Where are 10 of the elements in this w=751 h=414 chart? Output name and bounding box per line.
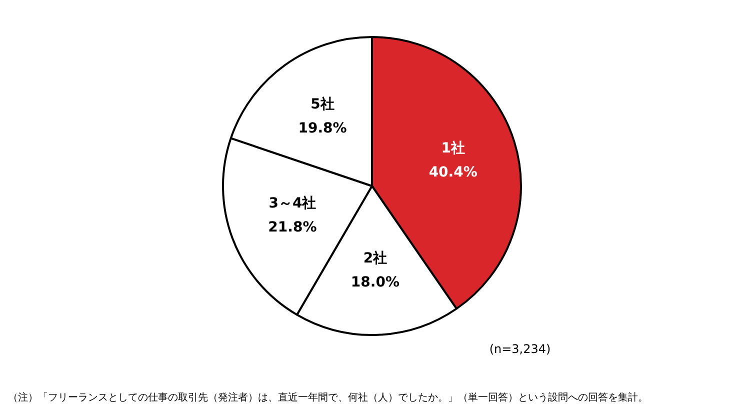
data-label: 19.8% xyxy=(298,120,347,137)
data-label: 40.4% xyxy=(428,164,478,180)
slice-label: 3～4社 xyxy=(268,195,316,212)
data-label: 18.0% xyxy=(350,274,400,291)
slice-label: 5社 xyxy=(310,96,334,113)
text: （注）「フリーランスとしての仕事の取引先（発注者）は、直近一年間で、何社（人）でしたか。」（単一回答）という設問への回答を集計。 xyxy=(8,392,648,404)
slice-label: 1社 xyxy=(441,140,465,156)
text: (n=3,234) xyxy=(489,342,551,356)
data-label: 21.8% xyxy=(268,219,317,236)
slice-label: 2社 xyxy=(363,250,388,267)
